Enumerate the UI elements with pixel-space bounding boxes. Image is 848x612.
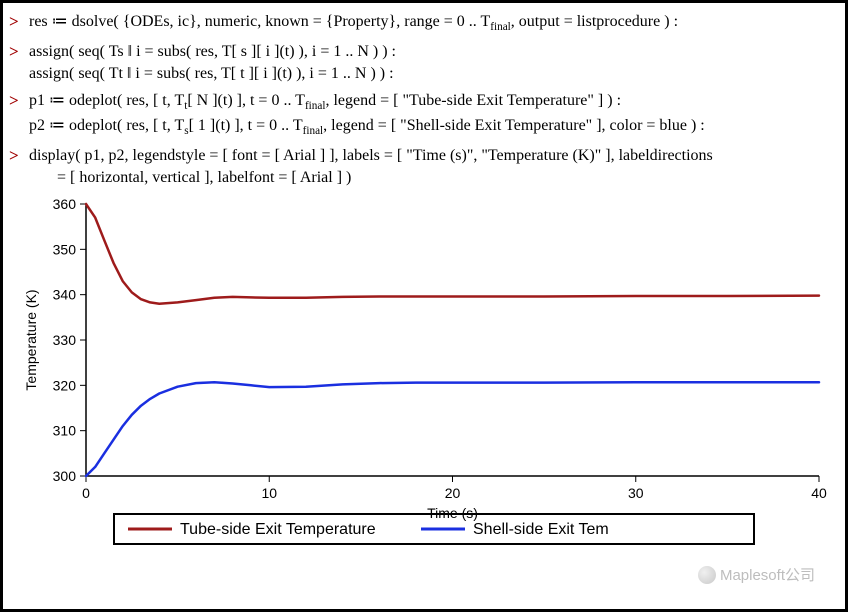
svg-text:320: 320 xyxy=(53,378,77,394)
svg-text:20: 20 xyxy=(445,485,461,501)
svg-text:310: 310 xyxy=(53,423,77,439)
code-line-1: > res ≔ dsolve( {ODEs, ic}, numeric, kno… xyxy=(9,11,839,35)
code-text: , legend = [ "Shell-side Exit Temperatur… xyxy=(323,117,705,134)
prompt-icon: > xyxy=(9,145,29,168)
code-line-3: > p1 ≔ odeplot( res, [ t, Tt[ N ](t) ], … xyxy=(9,90,839,139)
code-text: , output = listprocedure ) : xyxy=(511,13,678,30)
code-text: p1 ≔ odeplot( res, [ t, T xyxy=(29,92,184,109)
prompt-icon: > xyxy=(9,41,29,64)
code-expr-4[interactable]: display( p1, p2, legendstyle = [ font = … xyxy=(29,145,839,188)
prompt-icon: > xyxy=(9,11,29,34)
svg-text:330: 330 xyxy=(53,332,77,348)
svg-text:Tube-side Exit Temperature: Tube-side Exit Temperature xyxy=(180,521,376,538)
code-text: = [ horizontal, vertical ], labelfont = … xyxy=(29,167,351,189)
code-expr-1[interactable]: res ≔ dsolve( {ODEs, ic}, numeric, known… xyxy=(29,11,839,35)
svg-text:30: 30 xyxy=(628,485,644,501)
svg-text:40: 40 xyxy=(811,485,827,501)
watermark-text: Maplesoft公司 xyxy=(720,564,815,585)
svg-text:10: 10 xyxy=(261,485,277,501)
svg-text:0: 0 xyxy=(82,485,90,501)
code-text: assign( seq( Ts ‖ i = subs( res, T[ s ][… xyxy=(29,43,396,60)
document-frame: { "code": { "line1": "res ≔ dsolve( {ODE… xyxy=(0,0,848,612)
svg-text:360: 360 xyxy=(53,196,77,212)
code-expr-3[interactable]: p1 ≔ odeplot( res, [ t, Tt[ N ](t) ], t … xyxy=(29,90,839,139)
code-text: , legend = [ "Tube-side Exit Temperature… xyxy=(325,92,621,109)
subscript: final xyxy=(305,101,326,113)
svg-text:350: 350 xyxy=(53,242,77,258)
prompt-icon: > xyxy=(9,90,29,113)
code-line-4: > display( p1, p2, legendstyle = [ font … xyxy=(9,145,839,188)
watermark: Maplesoft公司 xyxy=(698,564,815,585)
chart-output: 300310320330340350360010203040Time (s)Te… xyxy=(14,194,834,552)
code-area: > res ≔ dsolve( {ODEs, ic}, numeric, kno… xyxy=(9,11,839,188)
code-text: display( p1, p2, legendstyle = [ font = … xyxy=(29,147,713,164)
code-text: [ 1 ](t) ], t = 0 .. T xyxy=(189,117,303,134)
svg-text:Temperature (K): Temperature (K) xyxy=(23,290,39,391)
svg-text:300: 300 xyxy=(53,468,77,484)
watermark-icon xyxy=(698,566,716,584)
code-text: assign( seq( Tt ‖ i = subs( res, T[ t ][… xyxy=(29,65,394,82)
code-text: [ N ](t) ], t = 0 .. T xyxy=(187,92,305,109)
code-text: p2 ≔ odeplot( res, [ t, T xyxy=(29,117,184,134)
code-text: res ≔ dsolve( {ODEs, ic}, numeric, known… xyxy=(29,13,490,30)
line-chart: 300310320330340350360010203040Time (s)Te… xyxy=(14,194,834,552)
subscript: final xyxy=(490,21,511,33)
code-line-2: > assign( seq( Ts ‖ i = subs( res, T[ s … xyxy=(9,41,839,84)
code-expr-2[interactable]: assign( seq( Ts ‖ i = subs( res, T[ s ][… xyxy=(29,41,839,84)
subscript: final xyxy=(303,125,324,137)
svg-text:Shell-side Exit Tem: Shell-side Exit Tem xyxy=(473,521,609,538)
svg-text:340: 340 xyxy=(53,287,77,303)
